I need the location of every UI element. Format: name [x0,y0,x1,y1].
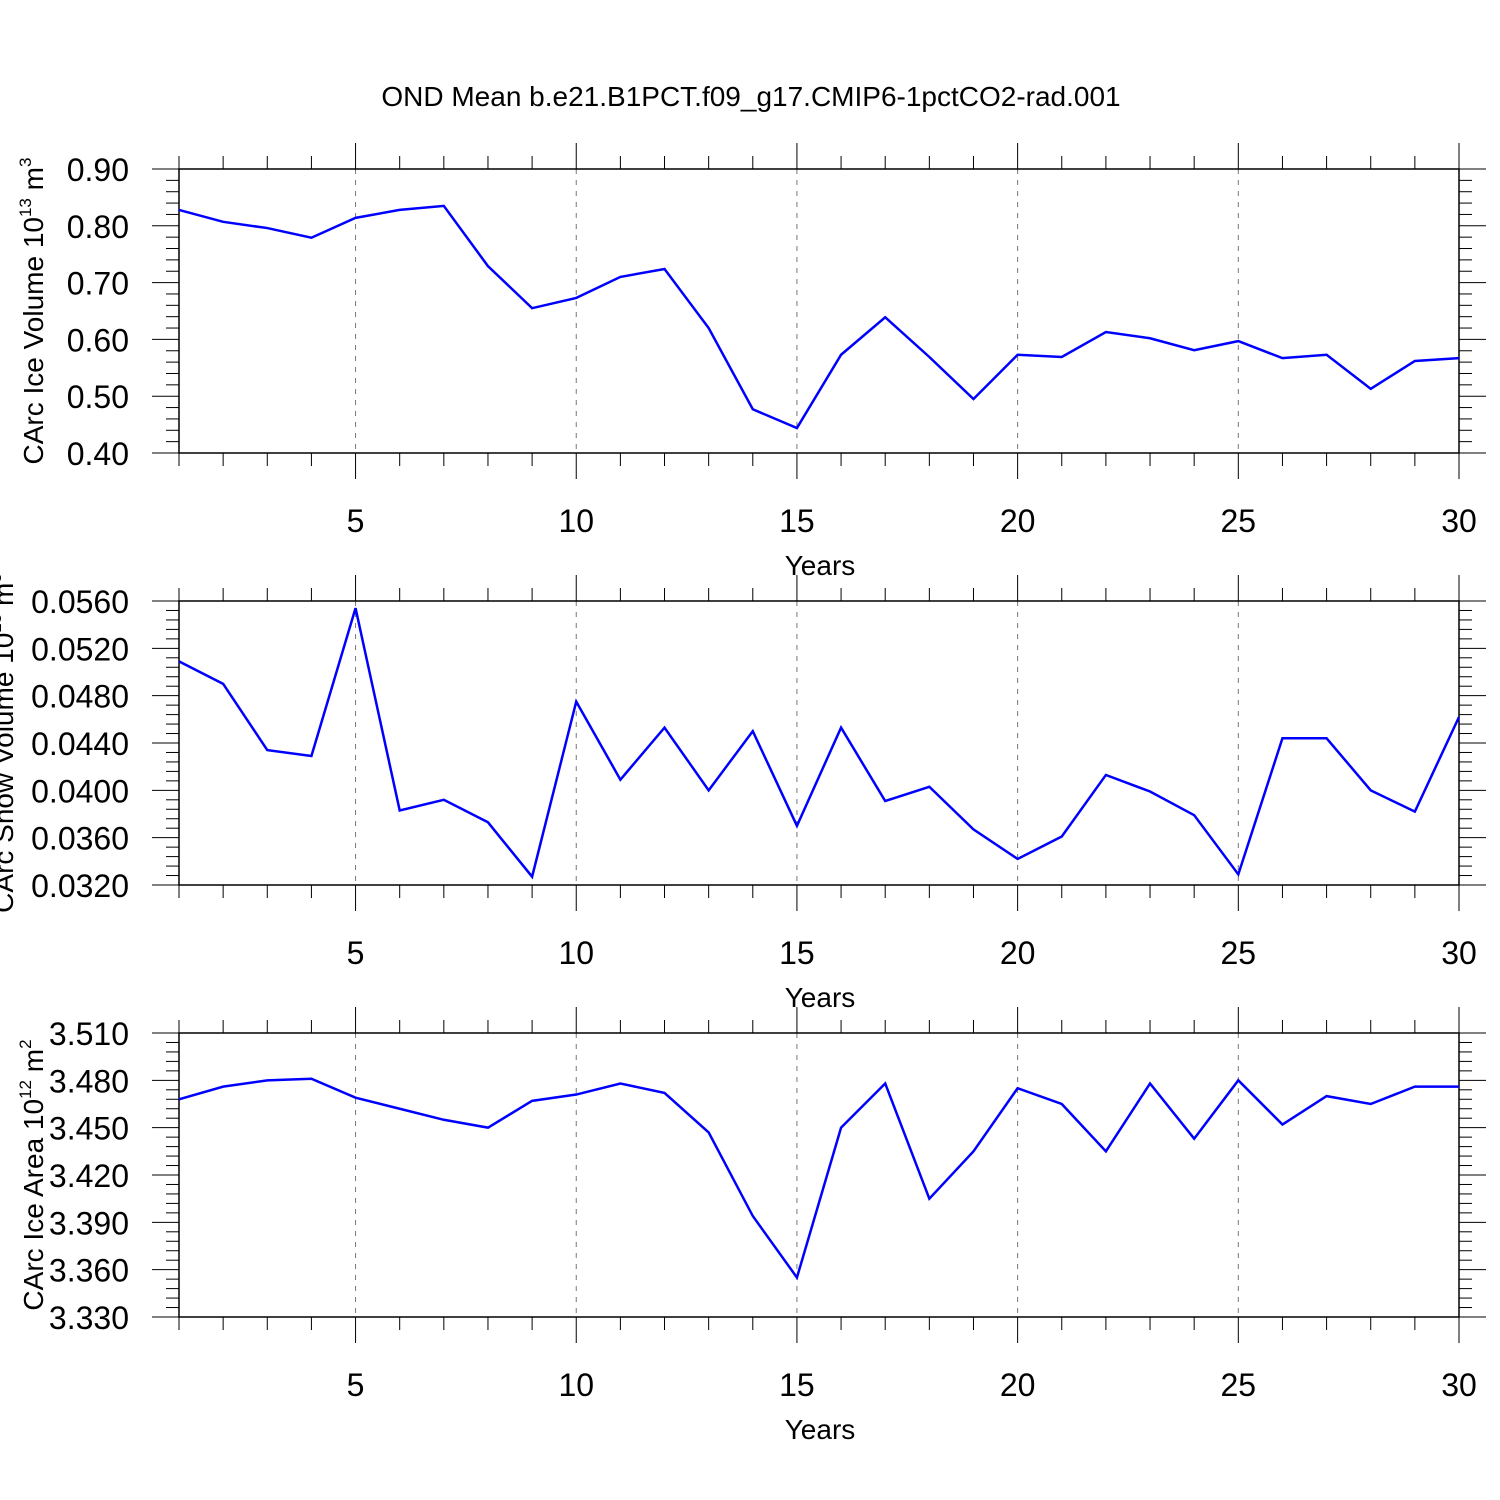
x-tick-label: 20 [1000,935,1036,971]
y-tick-label: 0.60 [67,322,129,358]
y-tick-label: 0.70 [67,266,129,302]
y-tick-label: 0.0360 [31,821,129,857]
y-axis-label-exponent: 13 [16,198,35,217]
y-tick-label: 0.0320 [31,868,129,904]
y-axis-label-text: CArc Ice Area 10 [18,1099,49,1311]
x-tick-label: 20 [1000,1367,1036,1403]
y-axis-label-exponent: 2 [16,1039,35,1048]
y-axis-label-exponent: 3 [16,158,35,167]
panel-2: 5 10 15 20 25 30 Years 0.0320 0.0360 0.0400 0.0440… [0,573,1486,1013]
y-tick-label: 3.510 [49,1016,129,1052]
data-series-line [178,204,1460,430]
panel-3: 5 10 15 20 25 30 Years 3.330 3.360 3.390 3.420 3.45… [16,1007,1486,1445]
y-tick-label: 0.0560 [31,584,129,620]
y-tick-label: 0.40 [67,436,129,472]
y-tick-label: 0.50 [67,379,129,415]
x-tick-label: 30 [1441,503,1477,539]
plot-frame [178,168,1460,454]
y-axis-label-exponent: 13 [0,614,5,633]
y-tick-label: 3.420 [49,1158,129,1194]
y-tick-label: 0.80 [67,209,129,245]
chart-title: OND Mean b.e21.B1PCT.f09_g17.CMIP6-1pctC… [381,81,1120,112]
y-axis-label-exponent: 3 [0,573,5,582]
plot-frame [178,1032,1460,1318]
y-tick-label: 3.360 [49,1253,129,1289]
y-axis-label: CArc Snow Volume 1013 m3 [0,573,19,913]
x-tick-label: 15 [779,1367,815,1403]
y-tick-label: 3.330 [49,1300,129,1336]
y-axis-label: CArc Ice Volume 1013 m3 [16,158,49,465]
x-tick-label: 10 [558,503,594,539]
plot-frame [178,600,1460,886]
x-tick-label: 15 [779,935,815,971]
panel-1: 5 10 15 20 25 30 Years 0.40 0.50 0.60 0.70 0.80 0.90… [16,143,1486,581]
y-tick-label: 0.0520 [31,631,129,667]
x-tick-label: 10 [558,935,594,971]
x-axis-label: Years [785,1414,856,1445]
data-series-line [178,1077,1459,1281]
x-tick-label: 15 [779,503,815,539]
y-axis-label-text: m [18,1049,49,1080]
x-tick-label: 25 [1221,935,1257,971]
y-tick-label: 0.0440 [31,726,129,762]
y-axis-label-text: m [18,167,49,198]
y-tick-label: 3.480 [49,1063,129,1099]
y-axis-label-text: CArc Ice Volume 10 [18,217,49,464]
x-tick-label: 5 [347,1367,365,1403]
x-tick-label: 20 [1000,503,1036,539]
x-tick-label: 25 [1221,503,1257,539]
y-axis-label: CArc Ice Area 1012 m2 [16,1039,49,1310]
x-tick-label: 25 [1221,1367,1257,1403]
x-tick-label: 30 [1441,935,1477,971]
x-tick-label: 5 [347,503,365,539]
y-tick-label: 0.0480 [31,679,129,715]
x-axis-label: Years [785,550,856,581]
x-axis-label: Years [785,982,856,1013]
data-series-line [178,607,1461,880]
y-tick-label: 0.0400 [31,773,129,809]
y-axis-label-text: m [0,583,19,614]
y-tick-label: 3.390 [49,1205,129,1241]
y-axis-label-exponent: 12 [16,1080,35,1099]
y-tick-label: 3.450 [49,1111,129,1147]
x-tick-label: 5 [347,935,365,971]
x-tick-label: 30 [1441,1367,1477,1403]
y-tick-label: 0.90 [67,152,129,188]
x-tick-label: 10 [558,1367,594,1403]
y-axis-label-text: CArc Snow Volume 10 [0,633,19,913]
